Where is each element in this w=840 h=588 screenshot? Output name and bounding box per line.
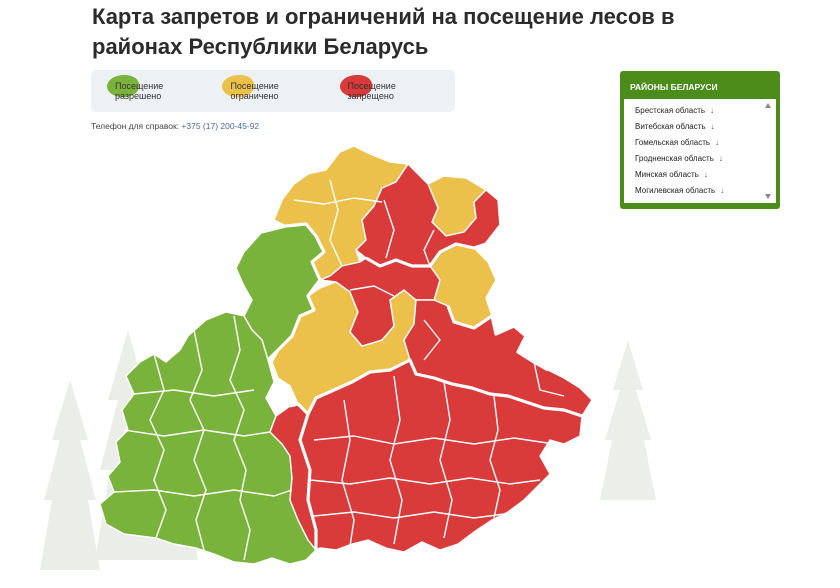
region-item-label: Могилевская область <box>635 186 716 195</box>
legend-label-forbidden: Посещение запрещено <box>347 81 396 101</box>
legend-label-restricted: Посещение ограничено <box>230 81 279 101</box>
region-border <box>289 402 318 550</box>
arrow-down-icon: ↓ <box>710 122 715 131</box>
arrow-down-icon: ↓ <box>715 138 720 147</box>
region-border <box>261 222 326 362</box>
arrow-down-icon: ↓ <box>720 186 725 195</box>
arrow-down-icon: ↓ <box>710 106 715 115</box>
region-border <box>446 305 549 372</box>
region-item-minsk[interactable]: Минская область ↓ <box>635 167 776 183</box>
region-border <box>365 225 502 268</box>
region-item-vitebsk[interactable]: Витебская область ↓ <box>635 119 776 135</box>
region-item-label: Минская область <box>635 170 699 179</box>
region-item-brest[interactable]: Брестская область ↓ <box>635 103 776 119</box>
scroll-up-icon[interactable] <box>765 103 771 108</box>
arrow-down-icon: ↓ <box>703 170 708 179</box>
region-item-label: Гродненская область <box>635 154 714 163</box>
region-item-label: Брестская область <box>635 106 706 115</box>
legend: Посещение разрешено Посещение ограничено… <box>91 70 455 112</box>
belarus-district-map <box>99 145 593 565</box>
regions-list[interactable]: Брестская область ↓ Витебская область ↓ Го… <box>624 99 776 203</box>
legend-item-allowed: Посещение разрешено <box>107 75 208 101</box>
map-zone-allowed-west[interactable] <box>99 311 317 565</box>
regions-panel-title: РАЙОНЫ БЕЛАРУСИ <box>630 82 718 92</box>
phone-number-link[interactable]: +375 (17) 200-45-92 <box>181 121 260 131</box>
regions-panel: РАЙОНЫ БЕЛАРУСИ Брестская область ↓ Витеб… <box>620 71 780 209</box>
scroll-down-icon[interactable] <box>765 194 771 199</box>
region-item-grodno[interactable]: Гродненская область ↓ <box>635 151 776 167</box>
legend-item-forbidden: Посещение запрещено <box>339 75 441 101</box>
legend-label-allowed: Посещение разрешено <box>115 81 164 101</box>
region-item-gomel[interactable]: Гомельская область ↓ <box>635 135 776 151</box>
arrow-down-icon: ↓ <box>718 154 723 163</box>
phone-label: Телефон для справок: <box>91 121 180 131</box>
page-title: Карта запретов и ограничений на посещени… <box>92 4 675 59</box>
legend-item-restricted: Посещение ограничено <box>222 75 325 101</box>
district-lines <box>113 179 565 561</box>
region-item-mogilev[interactable]: Могилевская область ↓ <box>635 183 776 199</box>
region-item-label: Витебская область <box>635 122 706 131</box>
region-item-label: Гомельская область <box>635 138 711 147</box>
region-border <box>306 358 583 418</box>
phone-info: Телефон для справок: +375 (17) 200-45-92 <box>91 121 259 131</box>
